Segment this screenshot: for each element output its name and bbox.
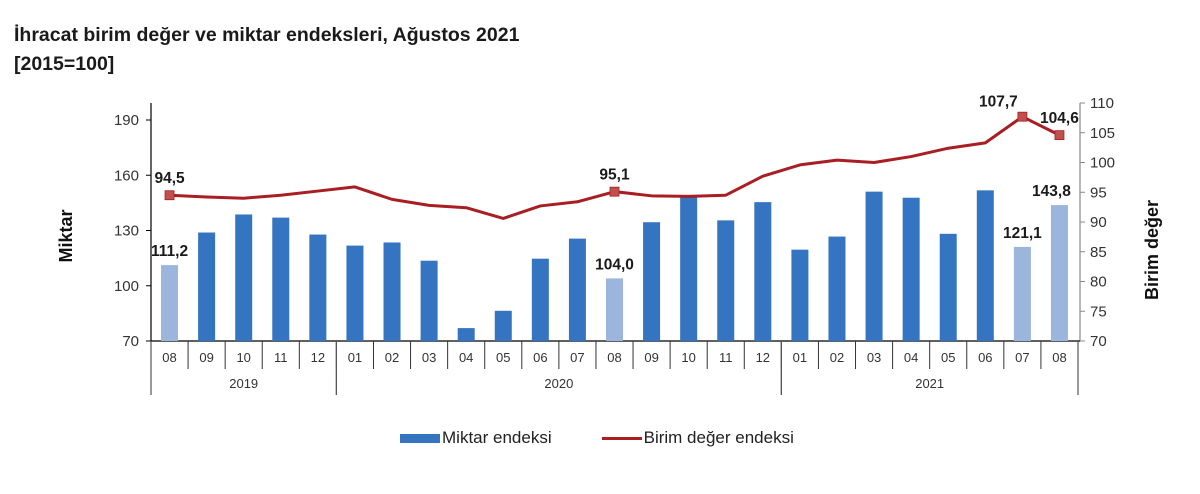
bar (865, 191, 883, 341)
x-tick-label: 07 (1015, 350, 1029, 365)
chart-title: İhracat birim değer ve miktar endeksleri… (14, 24, 520, 46)
bar (1050, 205, 1068, 341)
left-tick-label: 160 (114, 167, 139, 184)
bar (568, 238, 586, 341)
x-tick-label: 06 (533, 350, 547, 365)
chart-subtitle: [2015=100] (14, 53, 115, 75)
year-label: 2020 (544, 376, 573, 391)
bar (606, 278, 623, 341)
year-label: 2019 (229, 376, 258, 391)
x-tick-label: 10 (236, 350, 250, 365)
legend-line-swatch (601, 436, 642, 440)
right-tick-label: 75 (1090, 303, 1107, 320)
line-marker (1017, 111, 1028, 122)
bar (643, 222, 661, 341)
left-tick-label: 100 (114, 278, 139, 295)
chart-legend: Miktar endeksi Birim değer endeksi (400, 428, 794, 448)
x-tick-label: 05 (941, 350, 955, 365)
line-marker (164, 190, 175, 201)
right-tick-label: 80 (1090, 274, 1107, 291)
x-tick-label: 04 (459, 350, 473, 365)
bar (198, 232, 216, 341)
right-tick-label: 85 (1090, 244, 1107, 261)
bar (828, 236, 846, 341)
bar (902, 197, 920, 341)
x-tick-label: 11 (719, 350, 733, 365)
x-tick-label: 02 (385, 350, 399, 365)
data-label: 143,8 (1032, 183, 1071, 200)
data-label: 111,2 (151, 243, 188, 260)
right-tick-label: 90 (1090, 214, 1107, 231)
data-label: 95,1 (599, 167, 630, 184)
legend-line-label: Birim değer endeksi (643, 428, 794, 447)
bar (939, 233, 957, 341)
x-tick-label: 11 (274, 350, 288, 365)
x-tick-label: 03 (422, 350, 436, 365)
left-tick-label: 130 (114, 223, 139, 240)
x-tick-label: 10 (681, 350, 695, 365)
x-tick-label: 12 (311, 350, 325, 365)
x-tick-label: 05 (496, 350, 510, 365)
bar (531, 258, 549, 341)
x-tick-label: 01 (793, 350, 807, 365)
bar (309, 234, 327, 341)
legend-bar-label: Miktar endeksi (442, 428, 552, 447)
right-tick-label: 105 (1090, 125, 1115, 142)
x-tick-label: 06 (978, 350, 992, 365)
x-tick-label: 09 (644, 350, 658, 365)
data-label: 94,5 (154, 170, 185, 187)
bar (420, 260, 438, 341)
x-tick-label: 08 (607, 350, 621, 365)
data-label: 104,6 (1040, 110, 1079, 127)
line-marker (1054, 130, 1065, 141)
x-tick-label: 01 (348, 350, 362, 365)
bar (272, 217, 290, 341)
right-tick-label: 110 (1090, 95, 1114, 112)
left-tick-label: 190 (114, 112, 139, 129)
legend-bar-swatch (400, 433, 440, 443)
data-label: 121,1 (1003, 225, 1042, 242)
x-tick-label: 08 (162, 350, 176, 365)
bar (161, 265, 179, 341)
year-label: 2021 (915, 376, 944, 391)
right-axis-title: Birim değer (1142, 200, 1162, 300)
left-tick-label: 70 (122, 333, 139, 350)
bar (457, 328, 475, 341)
x-tick-label: 12 (756, 350, 770, 365)
x-tick-label: 07 (570, 350, 584, 365)
right-tick-label: 100 (1090, 155, 1115, 172)
data-label: 107,7 (979, 94, 1018, 111)
data-label: 104,0 (595, 256, 634, 273)
bar (717, 220, 735, 341)
bar (1013, 246, 1031, 341)
line-marker (609, 186, 620, 197)
right-tick-label: 95 (1090, 184, 1107, 201)
x-tick-label: 03 (867, 350, 881, 365)
bar (235, 214, 253, 341)
right-tick-label: 70 (1090, 333, 1107, 350)
bar (680, 197, 698, 341)
bar (494, 310, 512, 341)
bar (791, 249, 809, 341)
x-tick-label: 02 (830, 350, 844, 365)
bar (976, 190, 994, 341)
x-tick-label: 04 (904, 350, 918, 365)
left-axis-title: Miktar (56, 209, 76, 262)
bar (383, 242, 401, 341)
bar (754, 202, 772, 341)
x-tick-label: 08 (1052, 350, 1066, 365)
bar (346, 245, 364, 341)
x-tick-label: 09 (199, 350, 213, 365)
